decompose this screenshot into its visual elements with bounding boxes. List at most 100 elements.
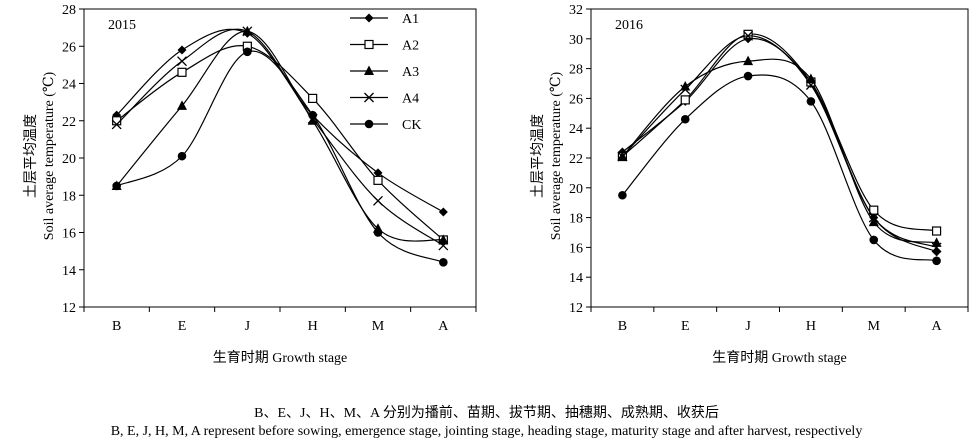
- y-axis-title-zh: 土层平均温度: [530, 114, 546, 198]
- y-tick-label: 32: [569, 3, 583, 18]
- panel-title: 2016: [615, 18, 643, 33]
- data-point-A3: [743, 55, 754, 66]
- data-point-CK: [869, 235, 879, 245]
- data-point-A4-stroke-b: [438, 240, 449, 251]
- series-line-A4: [116, 28, 444, 247]
- y-tick-label: 26: [569, 92, 583, 107]
- y-tick-label: 18: [62, 189, 76, 204]
- data-point-CK: [806, 97, 816, 106]
- data-point-A2: [308, 93, 318, 104]
- x-tick-label: M: [868, 319, 881, 334]
- x-tick-label: J: [745, 319, 751, 334]
- x-tick-label: H: [308, 319, 318, 334]
- y-tick-label: 26: [62, 40, 76, 55]
- data-point-A3: [680, 80, 691, 91]
- data-point-A2: [373, 175, 383, 185]
- data-point-A1: [373, 168, 383, 178]
- data-point-A2: [869, 205, 879, 215]
- y-tick-label: 14: [569, 271, 583, 286]
- legend: A1 A2 A3 A4 CK: [350, 12, 421, 133]
- legend-label-A4: A4: [402, 92, 419, 107]
- legend-label-CK: CK: [402, 118, 421, 133]
- data-point-CK: [932, 256, 941, 266]
- data-point-A4-stroke-b: [805, 80, 816, 90]
- legend-marker-A4-stroke-b: [364, 92, 374, 103]
- x-tick-label: E: [178, 319, 187, 334]
- y-tick-label: 22: [62, 115, 76, 130]
- y-axis-title-en: Soil average temperature (℃): [42, 71, 57, 240]
- x-axis-title: 生育时期 Growth stage: [712, 350, 847, 366]
- y-tick-label: 22: [569, 152, 583, 167]
- series-line-A2: [116, 44, 444, 241]
- y-tick-label: 28: [62, 3, 76, 18]
- y-tick-label: 24: [62, 78, 76, 93]
- y-tick-label: 16: [62, 227, 76, 242]
- chart-2016: 12 14 16 18 20 22 24 26 28 30 32 B E J H M A 生育时期 Growth …: [530, 3, 969, 366]
- data-point-A4: [680, 84, 691, 95]
- legend-marker-A1: [364, 13, 374, 23]
- panel-title: 2015: [108, 18, 136, 33]
- data-point-CK: [680, 114, 690, 124]
- data-point-CK: [618, 190, 627, 200]
- y-tick-label: 16: [569, 241, 583, 256]
- data-point-CK: [177, 151, 187, 161]
- data-point-A3: [177, 100, 187, 110]
- data-point-A4: [931, 242, 942, 253]
- data-point-A2: [112, 116, 122, 126]
- data-point-A3: [868, 216, 879, 227]
- x-tick-label: A: [438, 319, 449, 334]
- legend-marker-A4: [364, 92, 374, 103]
- data-point-A4-stroke-b: [868, 212, 879, 223]
- legend-marker-A2: [364, 39, 374, 50]
- legend-marker-A3: [364, 65, 374, 75]
- series-line-A1: [622, 37, 937, 253]
- x-tick-label: B: [112, 319, 121, 334]
- y-tick-label: 18: [569, 212, 583, 227]
- data-point-A4-stroke-b: [242, 26, 253, 37]
- data-point-A4-stroke-b: [743, 30, 754, 41]
- data-point-A4: [242, 26, 253, 37]
- x-tick-label: B: [618, 319, 627, 334]
- x-tick-label: J: [245, 319, 251, 334]
- data-point-A1: [438, 207, 448, 217]
- x-tick-label: E: [681, 319, 690, 334]
- data-point-CK: [112, 181, 121, 191]
- chart-2015: 12 14 16 18 20 22 24 26 28 B E J H M A 生育时期 Growth stag…: [23, 3, 477, 366]
- y-tick-label: 28: [569, 63, 583, 78]
- data-point-A4-stroke-b: [373, 195, 383, 206]
- data-point-A2: [931, 226, 942, 236]
- data-point-CK: [439, 258, 448, 267]
- x-tick-label: H: [806, 319, 816, 334]
- x-axis-title: 生育时期 Growth stage: [213, 350, 348, 366]
- data-point-A4: [805, 80, 816, 90]
- series-line-A1: [116, 28, 444, 213]
- plot-frame: [83, 8, 477, 308]
- series-line-A3: [621, 58, 937, 244]
- y-tick-label: 30: [569, 33, 583, 48]
- y-tick-label: 12: [62, 301, 76, 316]
- caption-english: B, E, J, H, M, A represent before sowing…: [110, 424, 863, 439]
- data-point-A4: [111, 119, 122, 130]
- data-point-CK: [243, 47, 252, 57]
- x-tick-label: A: [932, 319, 943, 334]
- y-tick-label: 24: [569, 122, 583, 137]
- data-point-A4-stroke-b: [680, 84, 691, 95]
- y-tick-label: 12: [569, 301, 583, 316]
- y-tick-label: 20: [569, 182, 583, 197]
- data-point-A2: [680, 95, 690, 105]
- x-tick-label: M: [372, 319, 385, 334]
- data-point-A4-stroke-b: [931, 242, 942, 253]
- data-point-A4-stroke-b: [617, 151, 628, 162]
- y-tick-label: 14: [62, 264, 76, 279]
- legend-label-A1: A1: [402, 12, 419, 27]
- series-line-A2: [622, 33, 937, 232]
- data-point-A4-stroke-b: [111, 119, 122, 130]
- legend-label-A3: A3: [402, 65, 419, 80]
- data-point-A2: [177, 67, 187, 77]
- data-point-CK: [308, 110, 317, 120]
- series-line-A4: [621, 35, 937, 248]
- data-point-A3: [438, 234, 449, 244]
- data-point-A4: [438, 240, 449, 251]
- data-point-A1: [177, 45, 187, 55]
